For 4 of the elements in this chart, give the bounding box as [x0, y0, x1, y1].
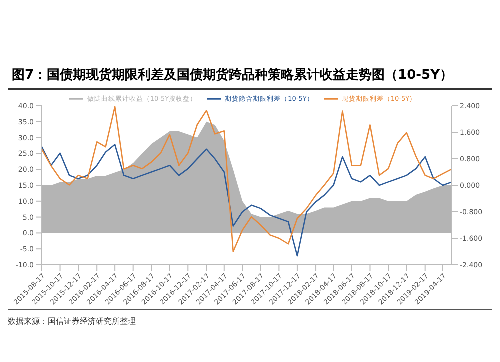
- chart-title: 图7：国债期现货期限利差及国债期货跨品种策略累计收益走势图（10-5Y）: [8, 8, 492, 90]
- line-series: [42, 106, 452, 252]
- line-series: [42, 144, 452, 257]
- source-note: 数据来源：国信证券经济研究所整理: [8, 316, 137, 327]
